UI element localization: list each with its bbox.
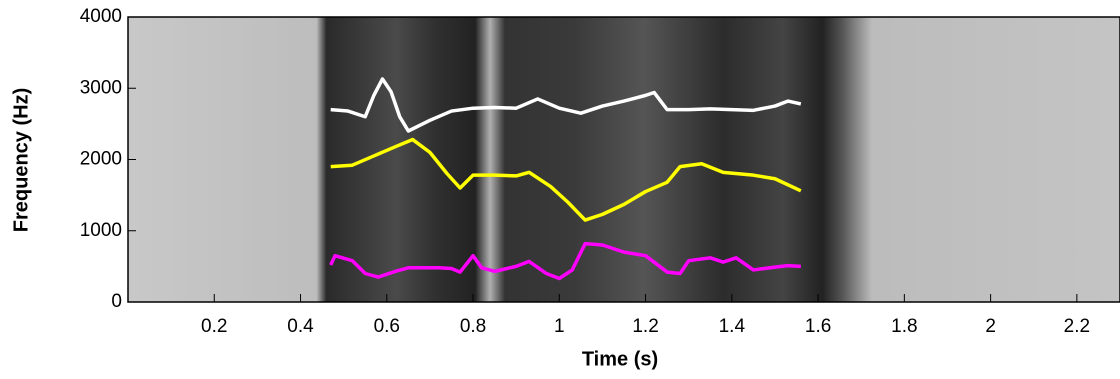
y-tick-label: 1000 — [80, 220, 122, 241]
x-tick-label: 1.4 — [719, 316, 746, 337]
x-tick-label: 0.8 — [460, 316, 486, 337]
y-axis-label: Frequency (Hz) — [10, 88, 32, 232]
x-tick-label: 1 — [554, 316, 565, 337]
x-tick-label: 0.6 — [374, 316, 400, 337]
x-tick-label: 2 — [985, 316, 996, 337]
x-tick-label: 1.8 — [891, 316, 917, 337]
x-tick-label: 0.4 — [287, 316, 314, 337]
x-tick-label: 1.6 — [805, 316, 831, 337]
x-tick-label: 2.2 — [1064, 316, 1090, 337]
spectrogram — [128, 17, 1120, 302]
formant-line — [330, 137, 802, 222]
x-tick-label: 1.2 — [632, 316, 658, 337]
x-tick-label: 0.2 — [201, 316, 227, 337]
y-tick-label: 2000 — [80, 149, 122, 170]
formant-line — [329, 241, 801, 281]
y-tick-label: 3000 — [80, 77, 122, 98]
y-tick-label: 0 — [111, 291, 122, 312]
formant-line — [330, 77, 802, 133]
y-tick-label: 4000 — [80, 6, 122, 27]
x-axis-label: Time (s) — [582, 348, 658, 370]
